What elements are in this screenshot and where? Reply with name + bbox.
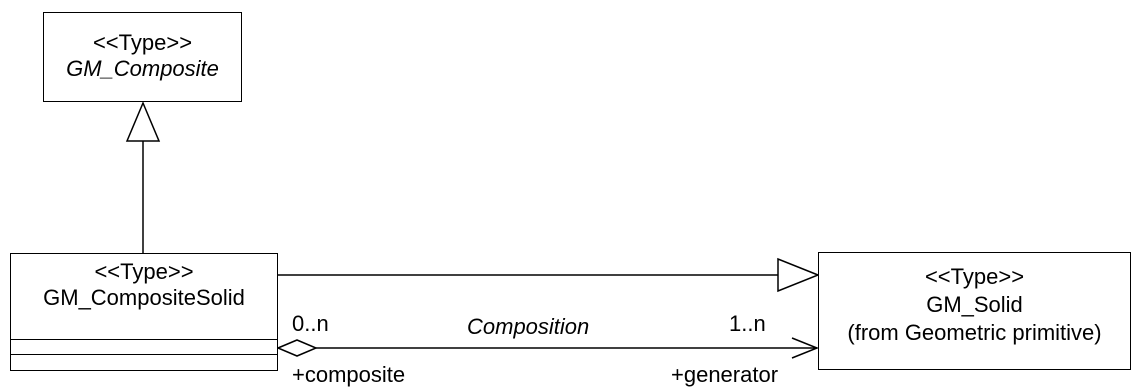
class-stereotype: <<Type>> bbox=[924, 264, 1025, 289]
class-stereotype: <<Type>> bbox=[92, 30, 193, 55]
association-name: Composition bbox=[467, 314, 590, 339]
generalization-composite-arrowhead bbox=[125, 101, 161, 142]
aggregation-diamond bbox=[276, 339, 318, 357]
class-package: (from Geometric primitive) bbox=[847, 320, 1102, 345]
class-name-compartment: <<Type>> GM_CompositeSolid bbox=[11, 254, 277, 340]
operations-compartment bbox=[11, 355, 277, 370]
class-stereotype: <<Type>> bbox=[94, 259, 194, 284]
source-multiplicity: 0..n bbox=[292, 311, 329, 336]
class-name: GM_Composite bbox=[66, 56, 219, 81]
association-open-arrowhead bbox=[791, 337, 820, 359]
target-role: +generator bbox=[671, 362, 779, 387]
class-name: GM_CompositeSolid bbox=[43, 285, 245, 310]
source-role: +composite bbox=[292, 362, 406, 387]
class-gm-composite: <<Type>> GM_Composite bbox=[43, 12, 242, 102]
target-multiplicity: 1..n bbox=[729, 311, 766, 336]
attributes-compartment bbox=[11, 340, 277, 355]
class-gm-solid: <<Type>> GM_Solid (from Geometric primit… bbox=[818, 252, 1131, 370]
class-gm-compositesolid: <<Type>> GM_CompositeSolid bbox=[10, 253, 278, 371]
generalization-solid-arrowhead bbox=[777, 257, 821, 293]
class-name: GM_Solid bbox=[926, 292, 1023, 317]
